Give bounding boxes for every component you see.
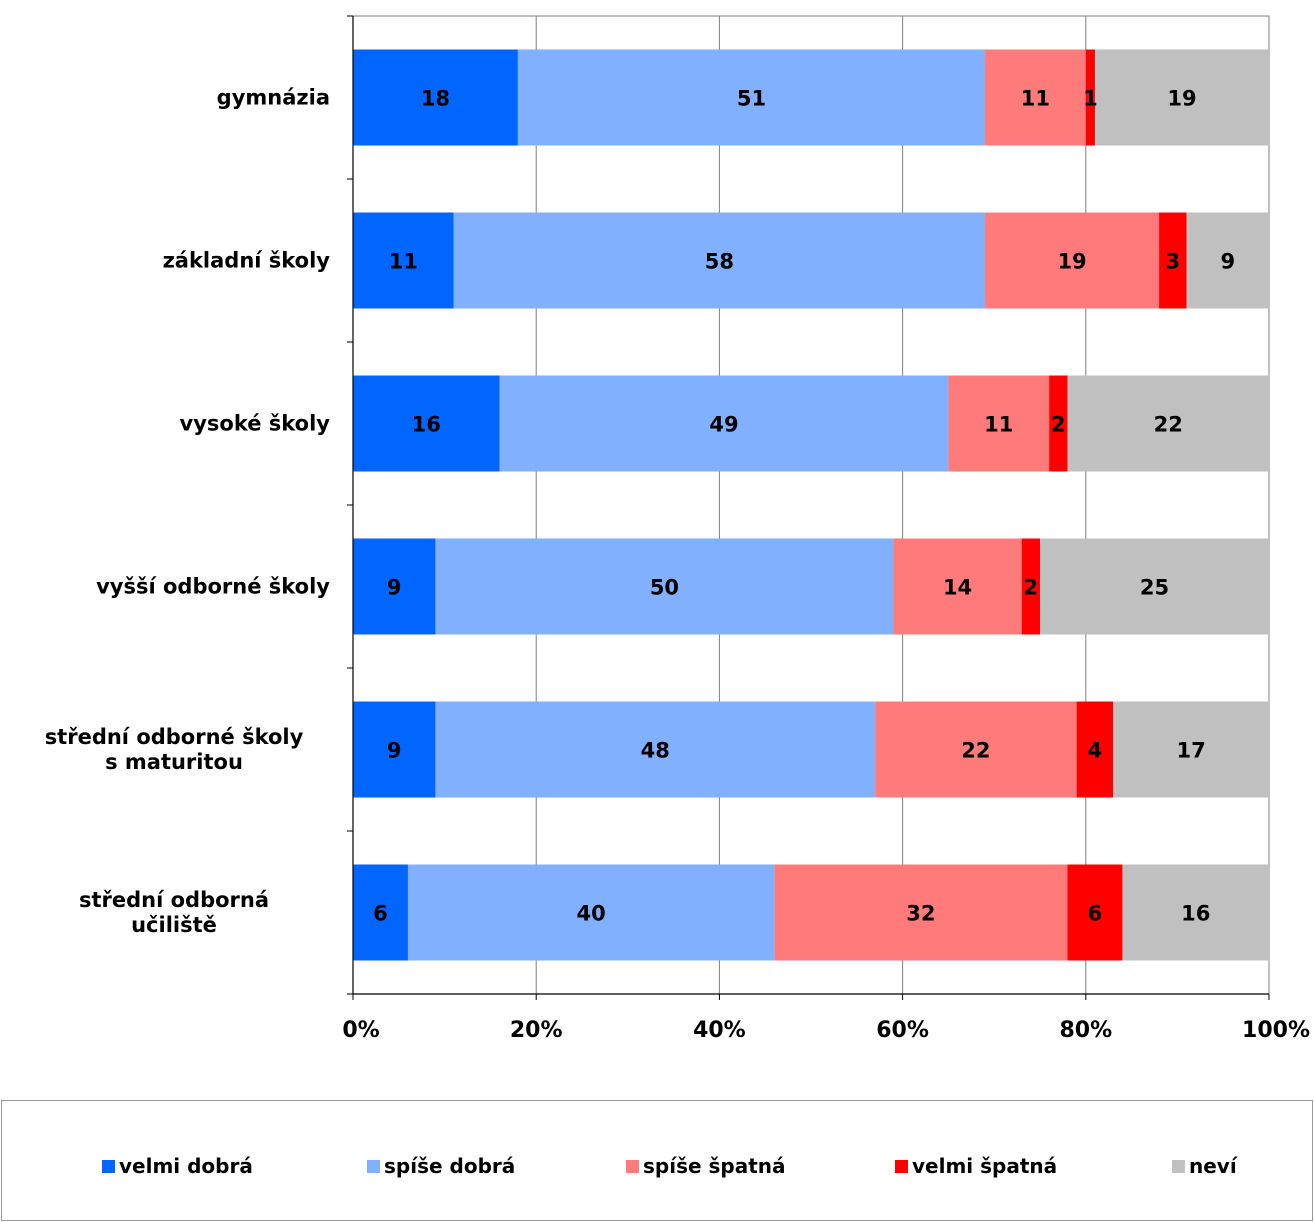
legend-label: velmi špatná <box>912 1154 1058 1178</box>
data-label: 22 <box>961 739 990 763</box>
data-label: 11 <box>1021 87 1050 111</box>
legend-item: velmi dobrá <box>102 1154 253 1178</box>
bar-segment <box>353 212 454 309</box>
legend: velmi dobrá spíše dobrá spíše špatná velmi … <box>1 1100 1313 1221</box>
bar-segment <box>985 212 1160 309</box>
bar-segment <box>517 49 986 146</box>
data-label: 1 <box>1083 87 1098 111</box>
bar-segment <box>948 375 1050 472</box>
bar-segment <box>1094 49 1269 146</box>
data-label: 11 <box>984 413 1013 437</box>
data-label: 50 <box>650 576 679 600</box>
data-label: 2 <box>1051 413 1066 437</box>
category-label: vyšší odborné školy <box>96 575 330 599</box>
data-label: 58 <box>705 250 734 274</box>
data-label: 49 <box>709 413 738 437</box>
data-label: 51 <box>737 87 766 111</box>
x-tick-label: 100% <box>1242 1018 1310 1043</box>
x-tick-label: 60% <box>876 1018 929 1043</box>
bar-segment <box>1122 864 1269 961</box>
bar-segment <box>1021 538 1040 635</box>
data-label: 25 <box>1140 576 1169 600</box>
bar-segment <box>985 49 1086 146</box>
data-label: 19 <box>1167 87 1196 111</box>
bar-segment <box>1067 375 1269 472</box>
x-tick-label: 0% <box>342 1018 379 1043</box>
bar-segment <box>893 538 1022 635</box>
data-label: 9 <box>387 739 402 763</box>
data-label: 19 <box>1057 250 1086 274</box>
x-tick-labels: 0% 20% 40% 60% 80% 100% <box>342 1018 1310 1043</box>
data-label: 11 <box>389 250 418 274</box>
category-label: vysoké školy <box>180 412 331 436</box>
category-labels: gymnázia základní školy vysoké školy vyšší … <box>45 86 331 938</box>
bar-segment <box>353 701 436 798</box>
legend-swatch <box>1172 1159 1185 1173</box>
x-tick-label: 20% <box>510 1018 563 1043</box>
bar-segment <box>1067 864 1123 961</box>
legend-item: velmi špatná <box>895 1154 1057 1178</box>
data-label: 22 <box>1154 413 1183 437</box>
data-label: 6 <box>1088 902 1103 926</box>
gridlines <box>352 15 1270 995</box>
bar-segment <box>407 864 775 961</box>
data-label: 6 <box>373 902 388 926</box>
legend-label: spíše špatná <box>643 1154 786 1178</box>
data-label: 4 <box>1088 739 1103 763</box>
legend-swatch <box>895 1159 908 1173</box>
bar-segment <box>353 375 500 472</box>
data-label: 16 <box>412 413 441 437</box>
data-label: 9 <box>1220 250 1235 274</box>
plot-area <box>352 15 1270 995</box>
bar-segment <box>353 49 518 146</box>
bar-segment <box>1040 538 1269 635</box>
bar-segment <box>774 864 1068 961</box>
legend-item: spíše špatná <box>626 1154 786 1178</box>
legend-item: spíše dobrá <box>367 1154 515 1178</box>
bar-segment <box>1049 375 1068 472</box>
data-label: 16 <box>1181 902 1210 926</box>
data-label: 17 <box>1177 739 1206 763</box>
axes <box>347 15 1270 1000</box>
legend-label: spíše dobrá <box>384 1154 516 1178</box>
bar-segment <box>875 701 1077 798</box>
data-label: 48 <box>641 739 670 763</box>
data-label: 9 <box>387 576 402 600</box>
legend-swatch <box>102 1159 115 1173</box>
bar-segment <box>1186 212 1269 309</box>
bar-segment <box>499 375 949 472</box>
bar-segment <box>353 538 436 635</box>
bar-segment <box>453 212 986 309</box>
category-label: základní školy <box>163 249 331 273</box>
bar-segment <box>353 864 408 961</box>
data-label: 14 <box>943 576 972 600</box>
bar-segment <box>1113 701 1269 798</box>
bar-segment <box>435 701 876 798</box>
bar-segment <box>1085 49 1095 146</box>
x-tick-label: 40% <box>693 1018 746 1043</box>
data-label: 32 <box>906 902 935 926</box>
legend-swatch <box>626 1159 639 1173</box>
bar-segment <box>1076 701 1114 798</box>
legend-label: velmi dobrá <box>119 1154 253 1178</box>
legend-item: neví <box>1172 1154 1237 1178</box>
x-tick-label: 80% <box>1059 1018 1112 1043</box>
data-label: 3 <box>1166 250 1181 274</box>
data-label: 18 <box>421 87 450 111</box>
legend-swatch <box>367 1159 380 1173</box>
data-label: 40 <box>577 902 606 926</box>
data-label: 2 <box>1024 576 1039 600</box>
category-label: střední odborná učiliště <box>79 888 269 937</box>
category-label: gymnázia <box>217 86 330 110</box>
legend-label: neví <box>1189 1154 1237 1178</box>
category-label: střední odborné školy s maturitou <box>45 725 304 774</box>
bar-segment <box>435 538 894 635</box>
bars <box>353 49 1269 961</box>
bar-segment <box>1159 212 1187 309</box>
